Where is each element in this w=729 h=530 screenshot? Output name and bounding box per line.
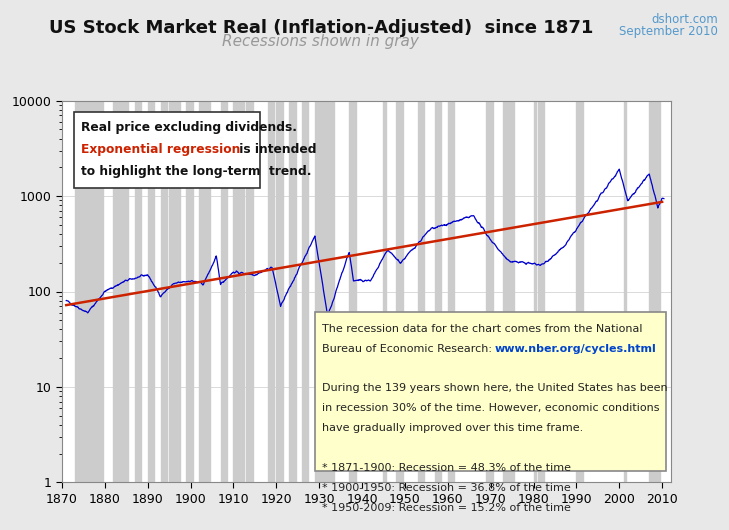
- Bar: [169, 101, 180, 482]
- Bar: [315, 101, 334, 482]
- Bar: [135, 101, 141, 482]
- Text: During the 139 years shown here, the United States has been: During the 139 years shown here, the Uni…: [322, 384, 668, 393]
- Bar: [233, 101, 244, 482]
- Text: in recession 30% of the time. However, economic conditions: in recession 30% of the time. However, e…: [322, 403, 660, 413]
- Bar: [623, 101, 625, 482]
- Bar: [577, 101, 582, 482]
- Text: Recessions shown in gray: Recessions shown in gray: [222, 34, 419, 49]
- Bar: [187, 101, 192, 482]
- Bar: [221, 101, 227, 482]
- Bar: [160, 101, 167, 482]
- Bar: [534, 101, 536, 482]
- Text: to highlight the long-term  trend.: to highlight the long-term trend.: [82, 165, 312, 178]
- Text: is intended: is intended: [235, 143, 317, 156]
- Text: * 1950-2009: Recession = 15.2% of the time: * 1950-2009: Recession = 15.2% of the ti…: [322, 502, 571, 513]
- Text: dshort.com: dshort.com: [651, 13, 718, 26]
- FancyBboxPatch shape: [315, 313, 666, 471]
- Bar: [486, 101, 493, 482]
- Bar: [276, 101, 283, 482]
- FancyBboxPatch shape: [74, 112, 260, 189]
- Bar: [383, 101, 386, 482]
- Text: US Stock Market Real (Inflation-Adjusted)  since 1871: US Stock Market Real (Inflation-Adjusted…: [49, 19, 593, 37]
- Bar: [199, 101, 210, 482]
- Bar: [397, 101, 402, 482]
- Text: Real price excluding dividends.: Real price excluding dividends.: [82, 120, 297, 134]
- Bar: [75, 101, 103, 482]
- Bar: [538, 101, 545, 482]
- Bar: [302, 101, 308, 482]
- Bar: [246, 101, 253, 482]
- Text: have gradually improved over this time frame.: have gradually improved over this time f…: [322, 423, 583, 433]
- Text: The recession data for the chart comes from the National: The recession data for the chart comes f…: [322, 324, 642, 334]
- Bar: [289, 101, 295, 482]
- Bar: [504, 101, 514, 482]
- Bar: [650, 101, 660, 482]
- Bar: [435, 101, 441, 482]
- Bar: [448, 101, 454, 482]
- Text: www.nber.org/cycles.html: www.nber.org/cycles.html: [495, 344, 657, 354]
- Bar: [268, 101, 274, 482]
- Bar: [114, 101, 128, 482]
- Bar: [148, 101, 154, 482]
- Text: * 1900-1950: Recession = 36.8% of the time: * 1900-1950: Recession = 36.8% of the ti…: [322, 483, 571, 493]
- Text: Bureau of Economic Research:: Bureau of Economic Research:: [322, 344, 496, 354]
- Bar: [349, 101, 356, 482]
- Text: Exponential regression: Exponential regression: [82, 143, 241, 156]
- Text: * 1871-1900: Recession = 48.3% of the time: * 1871-1900: Recession = 48.3% of the ti…: [322, 463, 571, 473]
- Text: September 2010: September 2010: [619, 25, 718, 38]
- Bar: [418, 101, 424, 482]
